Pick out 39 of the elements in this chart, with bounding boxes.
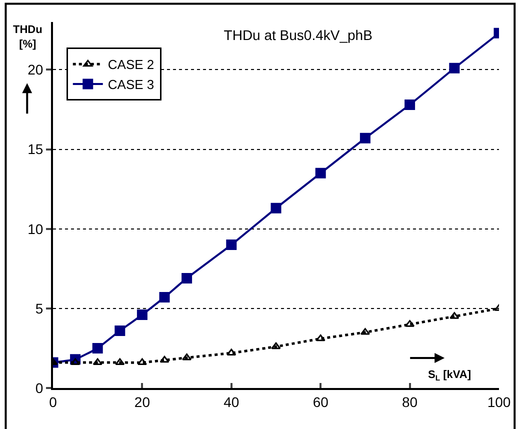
legend-label: CASE 3: [108, 77, 154, 92]
y-tick-label: 5: [35, 300, 44, 316]
point: [136, 310, 148, 320]
point: [92, 342, 103, 354]
point: [159, 292, 170, 303]
legend-label: CASE 2: [108, 57, 154, 72]
x-tick-label: 100: [487, 394, 511, 410]
x-axis-title: S$_{L}$ [kVA]: [428, 369, 472, 382]
point: [360, 328, 370, 335]
point: [92, 358, 102, 366]
point: [182, 354, 192, 360]
point: [450, 312, 460, 319]
point: [114, 325, 126, 336]
point: [449, 62, 460, 74]
point: [182, 272, 192, 284]
x-tick-label: 20: [134, 394, 150, 410]
y-tick-label: 20: [28, 62, 44, 78]
x-tick-label: 0: [49, 394, 58, 410]
point: [226, 240, 237, 250]
point: [404, 100, 416, 110]
x-tick-label: 60: [312, 394, 329, 410]
x-tick-label: 80: [402, 394, 418, 410]
point: [70, 358, 80, 366]
point: [226, 348, 236, 356]
point: [137, 358, 147, 366]
y-tick-label: 15: [28, 141, 44, 158]
y-axis-title: THDu [%]: [13, 24, 42, 50]
point: [315, 168, 326, 178]
point: [271, 342, 281, 350]
point: [360, 132, 370, 144]
y-tick-label: 10: [28, 220, 44, 237]
chart-title: THDu at Bus0.4kV_phB: [224, 26, 372, 43]
y-tick-label: 0: [35, 380, 44, 396]
point: [115, 358, 125, 366]
point: [270, 202, 282, 214]
point: [405, 320, 415, 327]
point: [316, 334, 326, 342]
point: [160, 356, 170, 363]
x-tick-label: 40: [224, 394, 240, 410]
